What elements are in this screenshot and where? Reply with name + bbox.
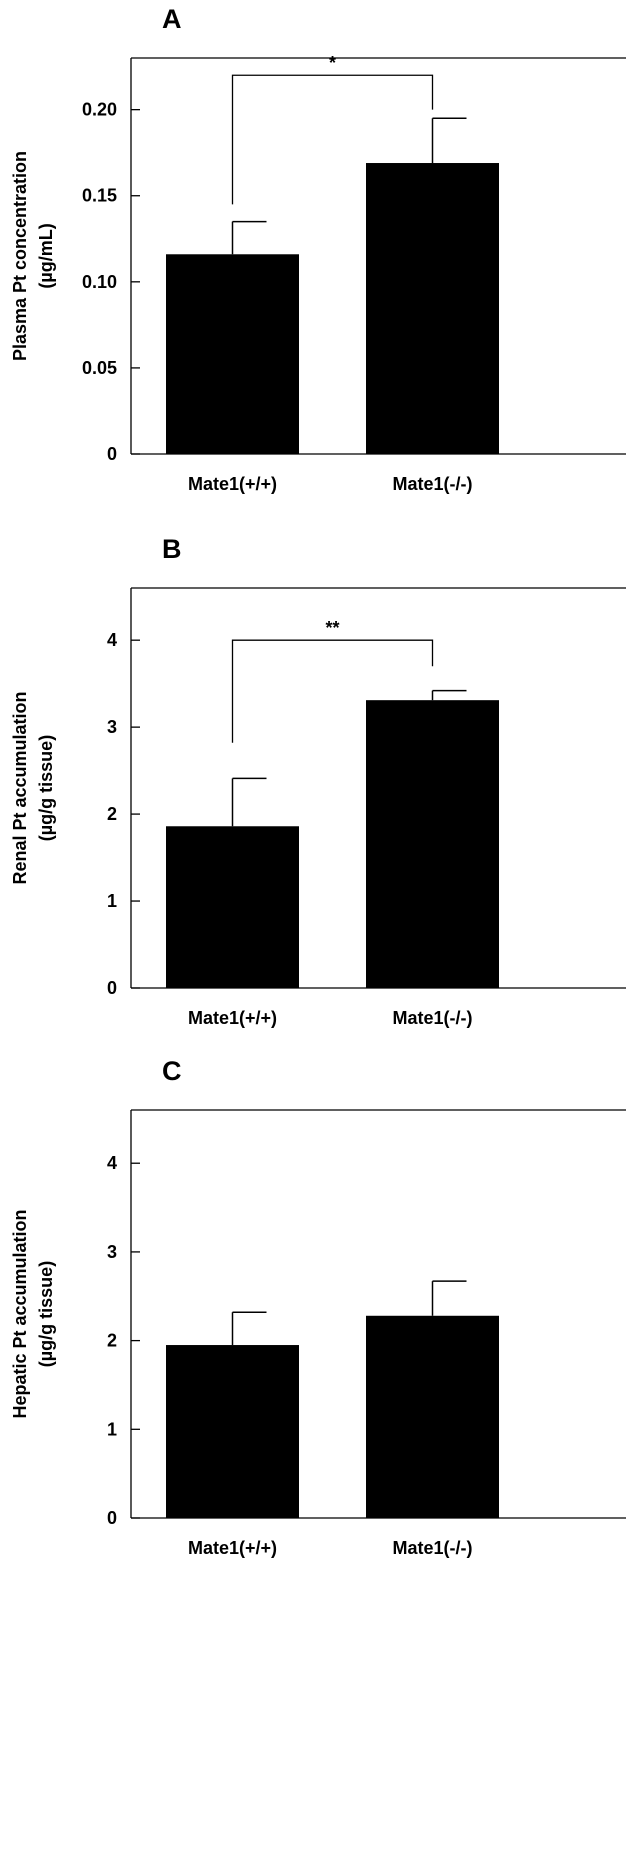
significance-bracket	[231, 74, 434, 205]
y-axis-label-line: (µg/g tissue)	[36, 1261, 56, 1367]
bar	[366, 1315, 499, 1518]
y-tick-label: 3	[107, 717, 117, 737]
panel-label: C	[162, 1056, 182, 1086]
x-tick-label: Mate1(-/-)	[393, 474, 473, 494]
significance-label: **	[325, 618, 339, 638]
x-tick-label: Mate1(+/+)	[188, 474, 277, 494]
bar	[166, 1345, 299, 1518]
y-axis-label-line: Renal Pt accumulation	[10, 691, 30, 884]
panel-label: A	[162, 4, 182, 34]
significance-bracket	[231, 639, 434, 743]
bar	[166, 826, 299, 988]
y-axis-label: Hepatic Pt accumulation (µg/g tissue)	[10, 1209, 56, 1418]
y-tick-label: 0	[107, 444, 117, 464]
y-tick-label: 4	[107, 1153, 117, 1173]
y-tick-label: 0.20	[82, 100, 117, 120]
y-axis-label-line: (µg/g tissue)	[36, 735, 56, 841]
x-tick-label: Mate1(-/-)	[393, 1008, 473, 1028]
y-tick-label: 2	[107, 804, 117, 824]
bar	[366, 163, 499, 454]
y-tick-label: 0	[107, 1508, 117, 1528]
x-tick-label: Mate1(-/-)	[393, 1538, 473, 1558]
y-tick-label: 2	[107, 1331, 117, 1351]
y-axis-label-line: (µg/mL)	[36, 223, 56, 288]
panel-label: B	[162, 534, 182, 564]
y-axis-label-line: Hepatic Pt accumulation	[10, 1209, 30, 1418]
y-axis-label: Renal Pt accumulation (µg/g tissue)	[10, 691, 56, 884]
y-tick-label: 0.15	[82, 186, 117, 206]
bar	[166, 254, 299, 454]
y-tick-label: 1	[107, 891, 117, 911]
x-tick-label: Mate1(+/+)	[188, 1538, 277, 1558]
y-tick-label: 0.10	[82, 272, 117, 292]
y-tick-label: 0	[107, 978, 117, 998]
y-axis-label-line: Plasma Pt concentration	[10, 151, 30, 361]
chart-panel-a: A 0 0.05 0.10 0.15 0.20 Plasma Pt concentratio…	[10, 4, 626, 494]
y-tick-label: 0.05	[82, 358, 117, 378]
chart-panel-b: B 0 1 2 3 4 Renal Pt accumulation (µg/g tissue)…	[10, 534, 626, 1028]
significance-label: *	[329, 53, 336, 73]
bar	[366, 700, 499, 988]
chart-panel-c: C 0 1 2 3 4 Hepatic Pt accumulation (µg/g tissu…	[10, 1056, 626, 1558]
y-axis-label: Plasma Pt concentration (µg/mL)	[10, 151, 56, 361]
y-tick-label: 1	[107, 1419, 117, 1439]
y-tick-label: 4	[107, 630, 117, 650]
x-tick-label: Mate1(+/+)	[188, 1008, 277, 1028]
y-tick-label: 3	[107, 1242, 117, 1262]
